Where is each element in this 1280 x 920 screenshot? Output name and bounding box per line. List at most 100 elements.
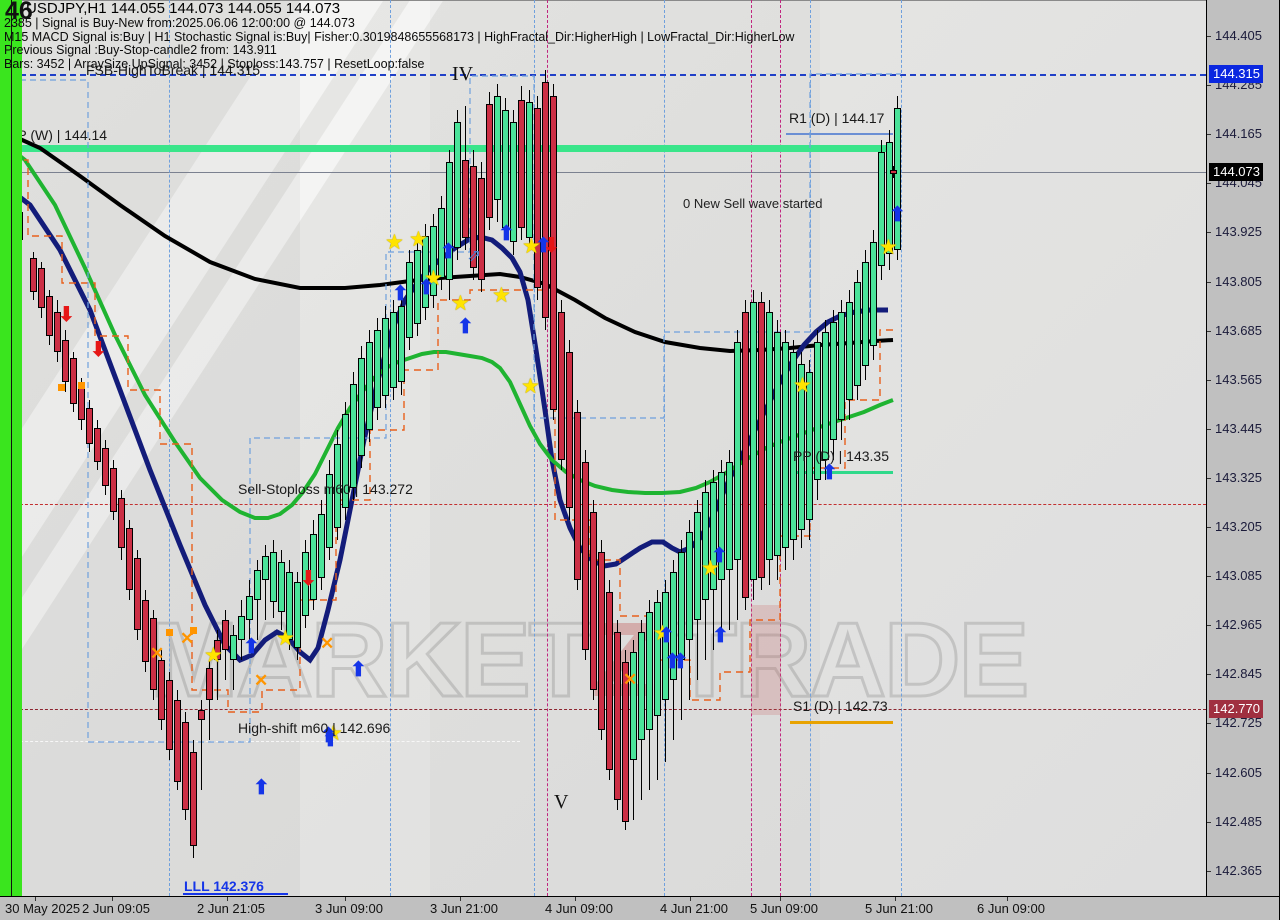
hollow-arrow-icon[interactable]: ⇗ [467, 246, 482, 265]
sell-arrow-icon[interactable]: ⬇ [300, 568, 317, 590]
candle-body[interactable] [334, 444, 341, 528]
candle-body[interactable] [358, 358, 365, 456]
time-scale[interactable]: 30 May 2025 2 Jun 09:05 2 Jun 21:05 3 Jun 0… [0, 896, 1280, 920]
star-signal-marker[interactable]: ★ [879, 236, 898, 259]
candle-body[interactable] [726, 462, 733, 570]
buy-arrow-icon[interactable]: ⬆ [322, 729, 339, 751]
star-signal-marker[interactable]: ★ [276, 627, 295, 650]
buy-arrow-icon[interactable]: ⬆ [821, 462, 838, 484]
price-scale[interactable]: 144.405 144.285 144.165 144.045 143.925 143.8… [1206, 0, 1280, 896]
cross-signal-icon[interactable]: ✕ [254, 671, 269, 690]
cross-signal-icon[interactable]: ✕ [150, 644, 165, 663]
sell-arrow-icon[interactable]: ⬇ [58, 304, 75, 326]
candle-body[interactable] [742, 312, 749, 598]
level-pp-weekly[interactable] [0, 145, 888, 152]
candle-body[interactable] [654, 602, 661, 716]
candle-body[interactable] [214, 640, 221, 660]
candle-body[interactable] [310, 534, 317, 600]
candle-body[interactable] [166, 680, 173, 750]
candle-body[interactable] [750, 302, 757, 580]
candle-body[interactable] [182, 722, 189, 810]
candle-body[interactable] [550, 96, 557, 410]
buy-arrow-icon[interactable]: ⬆ [498, 223, 515, 245]
candle-body[interactable] [446, 162, 453, 280]
candle-body[interactable] [734, 342, 741, 560]
chart-plot-area[interactable]: MARKETZ TRADE [0, 0, 1206, 896]
buy-arrow-icon[interactable]: ⬆ [672, 651, 689, 673]
level-sell-stoploss[interactable] [0, 504, 1206, 505]
candle-body[interactable] [94, 428, 101, 462]
candle-body[interactable] [326, 474, 333, 548]
candle-body[interactable] [606, 592, 613, 770]
candle-body[interactable] [670, 572, 677, 680]
level-ll[interactable] [183, 893, 288, 895]
candle-body[interactable] [366, 342, 373, 430]
sell-arrow-icon[interactable]: ⬇ [90, 339, 107, 361]
candle-body[interactable] [422, 236, 429, 308]
star-signal-marker[interactable]: ★ [204, 644, 223, 667]
buy-arrow-icon[interactable]: ⬆ [418, 277, 435, 299]
candle-body[interactable] [798, 364, 805, 530]
candle-body[interactable] [86, 408, 93, 444]
candle-body[interactable] [350, 384, 357, 488]
candle-body[interactable] [646, 612, 653, 730]
star-signal-marker[interactable]: ★ [793, 374, 812, 397]
buy-arrow-icon[interactable]: ⬆ [889, 204, 906, 226]
candle-body[interactable] [302, 552, 309, 616]
candle-body[interactable] [566, 352, 573, 508]
label-s1-daily[interactable]: S1 (D) | 142.73 [793, 698, 888, 714]
label-ll[interactable]: LLL 142.376 [184, 878, 264, 894]
level-r1-daily[interactable] [786, 133, 893, 135]
candle-body[interactable] [766, 312, 773, 560]
candle-body[interactable] [270, 552, 277, 602]
cross-signal-icon[interactable]: ✕ [623, 670, 638, 689]
candle-body[interactable] [630, 652, 637, 760]
price-badge-fsb-high-to-break[interactable]: 144.315 [1209, 65, 1263, 83]
buy-arrow-icon[interactable]: ⬆ [535, 235, 552, 257]
candle-body[interactable] [158, 660, 165, 720]
buy-arrow-icon[interactable]: ⬆ [711, 545, 728, 567]
candle-body[interactable] [486, 104, 493, 218]
candle-body[interactable] [886, 142, 893, 254]
level-high-shift[interactable] [0, 741, 520, 742]
label-high-shift[interactable]: High-shift m60 | 142.696 [238, 720, 391, 736]
candle-body[interactable] [430, 226, 437, 296]
candle-body[interactable] [662, 592, 669, 700]
star-signal-marker[interactable]: ★ [521, 375, 540, 398]
candle-body[interactable] [126, 528, 133, 590]
candle-body[interactable] [702, 492, 709, 600]
buy-arrow-icon[interactable]: ⬆ [712, 625, 729, 647]
candle-body[interactable] [462, 160, 469, 238]
cross-signal-icon[interactable]: ✕ [180, 629, 195, 648]
candle-body[interactable] [622, 662, 629, 822]
star-signal-marker[interactable]: ★ [653, 622, 672, 645]
candle-body[interactable] [678, 552, 685, 660]
level-s1-daily[interactable] [790, 721, 893, 724]
candle-body[interactable] [238, 616, 245, 640]
candle-body[interactable] [78, 386, 85, 420]
candle-body[interactable] [494, 96, 501, 200]
candle-body[interactable] [62, 340, 69, 382]
candle-body[interactable] [878, 152, 885, 266]
buy-arrow-icon[interactable]: ⬆ [440, 241, 457, 263]
buy-arrow-icon[interactable]: ⬆ [320, 725, 337, 747]
candle-body[interactable] [862, 262, 869, 366]
candle-body[interactable] [590, 512, 597, 690]
candle-body[interactable] [838, 312, 845, 420]
cross-signal-icon[interactable]: ✕ [320, 634, 335, 653]
candle-body[interactable] [822, 332, 829, 460]
buy-arrow-icon[interactable]: ⬆ [253, 777, 270, 799]
buy-arrow-icon[interactable]: ⬆ [658, 625, 675, 647]
candle-body[interactable] [710, 482, 717, 590]
candle-body[interactable] [598, 552, 605, 730]
label-sell-stoploss[interactable]: Sell-Stoploss m60 | 143.272 [238, 481, 413, 497]
candle-body[interactable] [846, 302, 853, 400]
candle-body[interactable] [894, 108, 901, 250]
star-signal-marker[interactable]: ★ [701, 557, 720, 580]
candle-body[interactable] [830, 322, 837, 440]
label-pp-weekly[interactable]: PP (W) | 144.14 [8, 127, 108, 143]
candle-body[interactable] [870, 242, 877, 346]
candle-body[interactable] [262, 556, 269, 580]
candle-body[interactable] [854, 282, 861, 386]
label-new-sell-wave[interactable]: 0 New Sell wave started [683, 196, 823, 211]
